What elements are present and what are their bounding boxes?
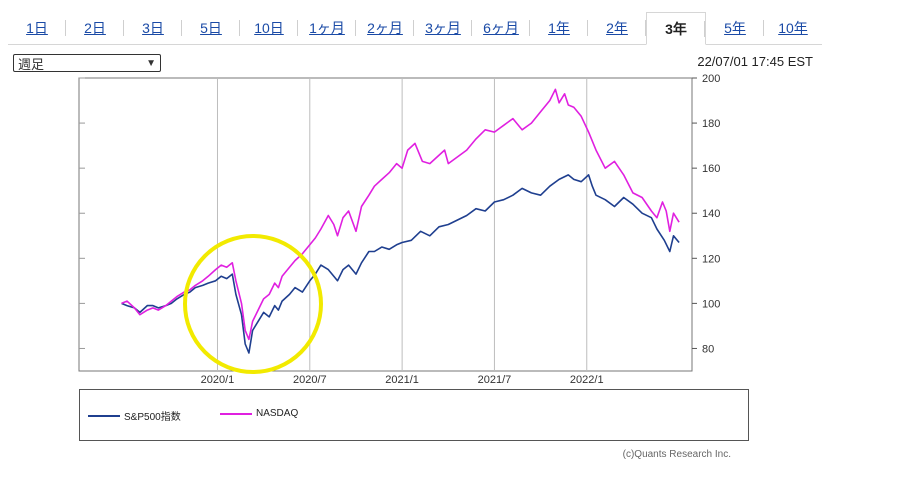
- x-tick-label: 2021/1: [385, 374, 419, 386]
- series-line-sp500: [121, 174, 680, 354]
- tab-period[interactable]: 10年: [778, 20, 808, 36]
- tab-period[interactable]: 5日: [182, 12, 240, 44]
- tab-period[interactable]: 1年: [530, 12, 588, 44]
- series-line-nasdaq: [121, 88, 680, 341]
- tab-period[interactable]: 3年: [646, 12, 706, 45]
- legend-item-nasdaq: NASDAQ: [220, 408, 298, 419]
- legend-label-sp500: S&P500指数: [124, 412, 181, 423]
- y-tick-label: 80: [702, 343, 714, 355]
- tab-period[interactable]: 2日: [66, 12, 124, 44]
- tab-period[interactable]: 2年: [588, 12, 646, 44]
- tab-period[interactable]: 6ヶ月: [472, 12, 530, 44]
- y-tick-label: 100: [702, 298, 720, 310]
- y-tick-label: 120: [702, 253, 720, 265]
- chart-type-select[interactable]: 週足 ▼: [13, 54, 161, 72]
- legend-swatch-sp500: [88, 414, 120, 417]
- highlight-circle: [183, 234, 323, 374]
- legend-label-nasdaq: NASDAQ: [256, 408, 299, 419]
- copyright-credit: (c)Quants Research Inc.: [622, 449, 731, 460]
- x-tick-label: 2020/1: [201, 374, 235, 386]
- y-tick-label: 180: [702, 118, 720, 130]
- tab-period[interactable]: 2ヶ月: [356, 12, 414, 44]
- y-tick-label: 140: [702, 208, 720, 220]
- period-tabs: 1日 2日 3日 5日 10日 1ヶ月 2ヶ月 3ヶ月 6ヶ月 1年 2年 3年 5年 10年: [8, 12, 822, 45]
- timestamp: 22/07/01 17:45 EST: [697, 54, 813, 69]
- tab-period[interactable]: 5年: [706, 12, 764, 44]
- chart-legend: S&P500指数 NASDAQ: [79, 389, 749, 441]
- tab-period[interactable]: 3ヶ月: [414, 12, 472, 44]
- x-tick-label: 2022/1: [570, 374, 604, 386]
- y-tick-label: 160: [702, 163, 720, 175]
- tab-period[interactable]: 3日: [124, 12, 182, 44]
- legend-item-sp500: S&P500指数: [88, 408, 181, 423]
- plot-area: [78, 77, 693, 372]
- y-tick-label: 200: [702, 73, 720, 85]
- chart-type-select-value: 週足: [18, 56, 45, 72]
- tab-period[interactable]: 1日: [8, 12, 66, 44]
- x-tick-label: 2021/7: [478, 374, 512, 386]
- chevron-down-icon: ▼: [146, 57, 156, 69]
- x-tick-label: 2020/7: [293, 374, 327, 386]
- tab-period[interactable]: 10日: [240, 12, 298, 44]
- legend-swatch-nasdaq: [220, 412, 252, 415]
- tab-period[interactable]: 1ヶ月: [298, 12, 356, 44]
